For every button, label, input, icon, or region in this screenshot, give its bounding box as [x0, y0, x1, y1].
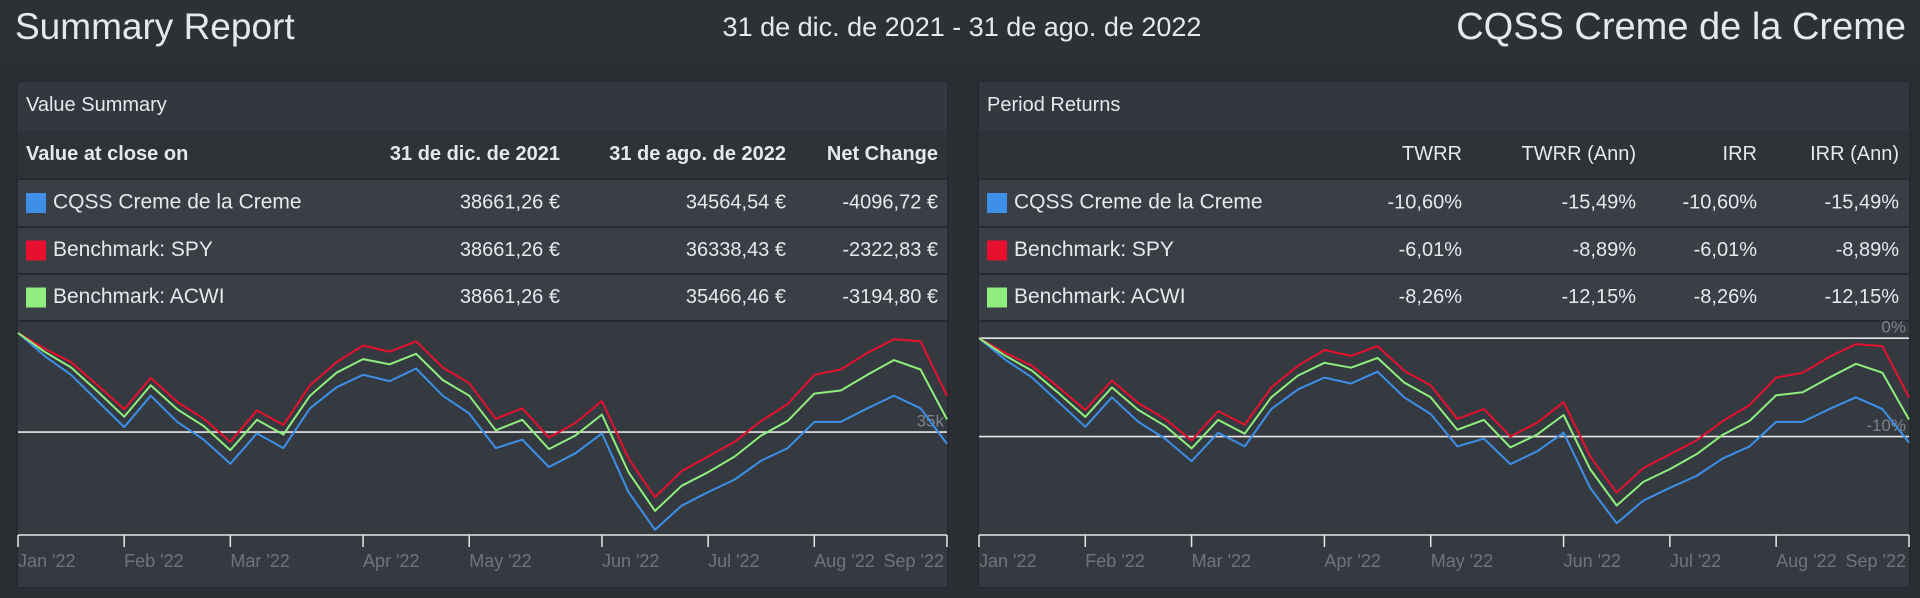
row-name: Benchmark: ACWI — [1014, 285, 1186, 308]
table-row — [18, 274, 947, 321]
x-tick-label: Apr '22 — [363, 551, 419, 571]
legend-swatch — [26, 193, 46, 213]
table-cell: -8,26% — [1399, 286, 1463, 308]
x-tick-label: Sep '22 — [884, 551, 945, 571]
legend-swatch — [26, 287, 46, 308]
table-cell: 38661,26 € — [460, 239, 560, 261]
x-tick-label: Mar '22 — [1192, 551, 1251, 571]
x-tick-label: Jan '22 — [18, 551, 75, 571]
row-name: CQSS Creme de la Creme — [53, 191, 302, 214]
legend-swatch — [26, 240, 46, 261]
x-tick-label: Jun '22 — [602, 551, 659, 571]
x-tick-label: Jul '22 — [708, 551, 759, 571]
row-name: Benchmark: SPY — [1014, 238, 1174, 261]
table-row — [979, 274, 1909, 321]
table-header: 31 de dic. de 2021 — [390, 143, 560, 165]
row-name: Benchmark: SPY — [53, 238, 213, 261]
legend-swatch — [987, 240, 1007, 261]
table-cell: 34564,54 € — [686, 191, 786, 213]
header-bar — [0, 0, 1920, 64]
table-row — [979, 179, 1909, 227]
x-tick-label: Aug '22 — [1776, 551, 1837, 571]
table-cell: -10,60% — [1388, 191, 1463, 213]
table-header: Value at close on — [26, 143, 188, 165]
table-cell: -8,89% — [1573, 239, 1637, 261]
x-tick-label: Feb '22 — [1085, 551, 1144, 571]
table-cell: 38661,26 € — [460, 286, 560, 308]
panel-title-bar — [979, 82, 1909, 130]
table-header: TWRR (Ann) — [1522, 143, 1636, 165]
table-header: IRR — [1723, 143, 1757, 165]
x-tick-label: Jul '22 — [1670, 551, 1721, 571]
series-line — [978, 337, 1910, 525]
table-cell: 38661,26 € — [460, 191, 560, 213]
series-line — [978, 337, 1910, 507]
series-line — [17, 332, 948, 499]
x-tick-label: May '22 — [1431, 551, 1493, 571]
table-cell: -12,15% — [1562, 286, 1637, 308]
x-tick-label: May '22 — [469, 551, 531, 571]
table-header: 31 de ago. de 2022 — [609, 143, 786, 165]
series-line — [978, 337, 1910, 494]
panel-title: Value Summary — [26, 94, 167, 116]
table-cell: -12,15% — [1825, 286, 1900, 308]
table-row — [18, 179, 947, 227]
y-tick-label: -10% — [1866, 416, 1906, 435]
x-tick-label: Apr '22 — [1324, 551, 1380, 571]
table-row — [18, 227, 947, 274]
panel-title-bar — [18, 82, 947, 130]
table-cell: -15,49% — [1562, 191, 1637, 213]
date-range: 31 de dic. de 2021 - 31 de ago. de 2022 — [723, 12, 1202, 42]
table-cell: -4096,72 € — [842, 191, 938, 213]
row-name: Benchmark: ACWI — [53, 285, 225, 308]
table-cell: 35466,46 € — [686, 286, 786, 308]
table-cell: 36338,43 € — [686, 239, 786, 261]
table-cell: -2322,83 € — [842, 239, 938, 261]
table-cell: -3194,80 € — [842, 286, 938, 308]
legend-swatch — [987, 193, 1007, 213]
series-line — [17, 332, 948, 531]
y-tick-label: 0% — [1881, 318, 1906, 337]
x-tick-label: Jan '22 — [979, 551, 1036, 571]
table-row — [979, 227, 1909, 274]
x-tick-label: Sep '22 — [1846, 551, 1907, 571]
table-cell: -8,26% — [1694, 286, 1758, 308]
table-header: IRR (Ann) — [1810, 143, 1899, 165]
table-header-row — [979, 130, 1909, 179]
table-cell: -15,49% — [1825, 191, 1900, 213]
report-title: Summary Report — [15, 6, 295, 47]
table-cell: -6,01% — [1694, 239, 1758, 261]
x-tick-label: Aug '22 — [814, 551, 875, 571]
portfolio-name: CQSS Creme de la Creme — [1456, 6, 1906, 48]
table-cell: -8,89% — [1836, 239, 1900, 261]
panel-title: Period Returns — [987, 94, 1120, 116]
series-line — [17, 332, 948, 512]
table-header-row — [18, 130, 947, 179]
table-header: Net Change — [827, 143, 938, 165]
x-tick-label: Jun '22 — [1564, 551, 1621, 571]
table-cell: -10,60% — [1683, 191, 1758, 213]
table-header: TWRR — [1402, 143, 1462, 165]
legend-swatch — [987, 287, 1007, 308]
row-name: CQSS Creme de la Creme — [1014, 191, 1263, 214]
table-cell: -6,01% — [1399, 239, 1463, 261]
x-tick-label: Feb '22 — [124, 551, 183, 571]
x-tick-label: Mar '22 — [230, 551, 289, 571]
